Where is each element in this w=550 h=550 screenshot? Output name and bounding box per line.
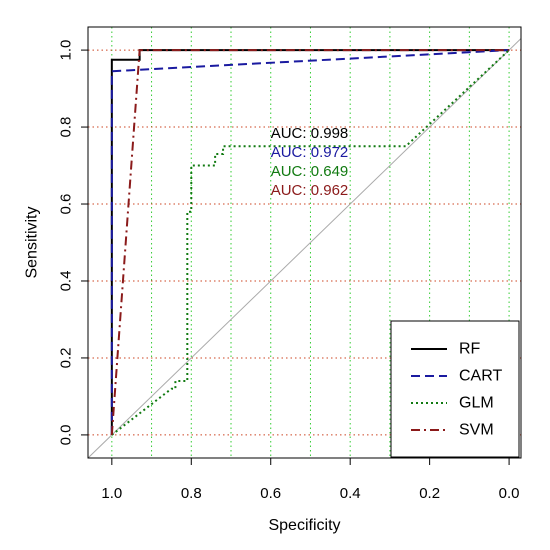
legend-label-cart: CART (459, 368, 502, 385)
legend-label-svm: SVM (459, 422, 494, 439)
plot-frame (87, 26, 522, 459)
y-tick-label: 1.0 (58, 40, 75, 61)
y-axis: 0.0 0.2 0.4 0.6 0.8 1.0 (58, 40, 88, 445)
x-tick-label: 0.0 (499, 485, 520, 502)
x-tick-label: 0.8 (181, 485, 202, 502)
auc-label: AUC: 0.962 (271, 182, 349, 199)
x-tick-label: 1.0 (101, 485, 122, 502)
y-tick-label: 0.6 (58, 194, 75, 215)
x-tick-label: 0.2 (419, 485, 440, 502)
y-tick-label: 0.2 (58, 348, 75, 369)
series-lines (110, 49, 510, 436)
legend-label-rf: RF (459, 341, 481, 358)
x-tick-label: 0.4 (340, 485, 361, 502)
y-axis-title: Sensitivity (24, 206, 41, 278)
x-axis-title: Specificity (268, 517, 340, 534)
auc-label: AUC: 0.972 (271, 144, 349, 161)
series-line-glm (111, 49, 510, 436)
x-axis: 1.0 0.8 0.6 0.4 0.2 0.0 (101, 458, 520, 502)
diagonal-reference (87, 38, 522, 459)
legend-label-glm: GLM (459, 395, 494, 412)
legend-box (390, 320, 520, 458)
series-line-svm (110, 49, 510, 435)
diagonal-line (87, 38, 522, 459)
y-tick-label: 0.4 (58, 271, 75, 292)
y-tick-label: 0.8 (58, 117, 75, 138)
x-tick-label: 0.6 (260, 485, 281, 502)
auc-annotations: AUC: 0.998 AUC: 0.972 AUC: 0.649 AUC: 0.962 (271, 125, 349, 199)
legend: RF CART GLM SVM (390, 320, 520, 458)
auc-label: AUC: 0.998 (271, 125, 349, 142)
y-tick-label: 0.0 (58, 424, 75, 445)
auc-label: AUC: 0.649 (271, 163, 349, 180)
